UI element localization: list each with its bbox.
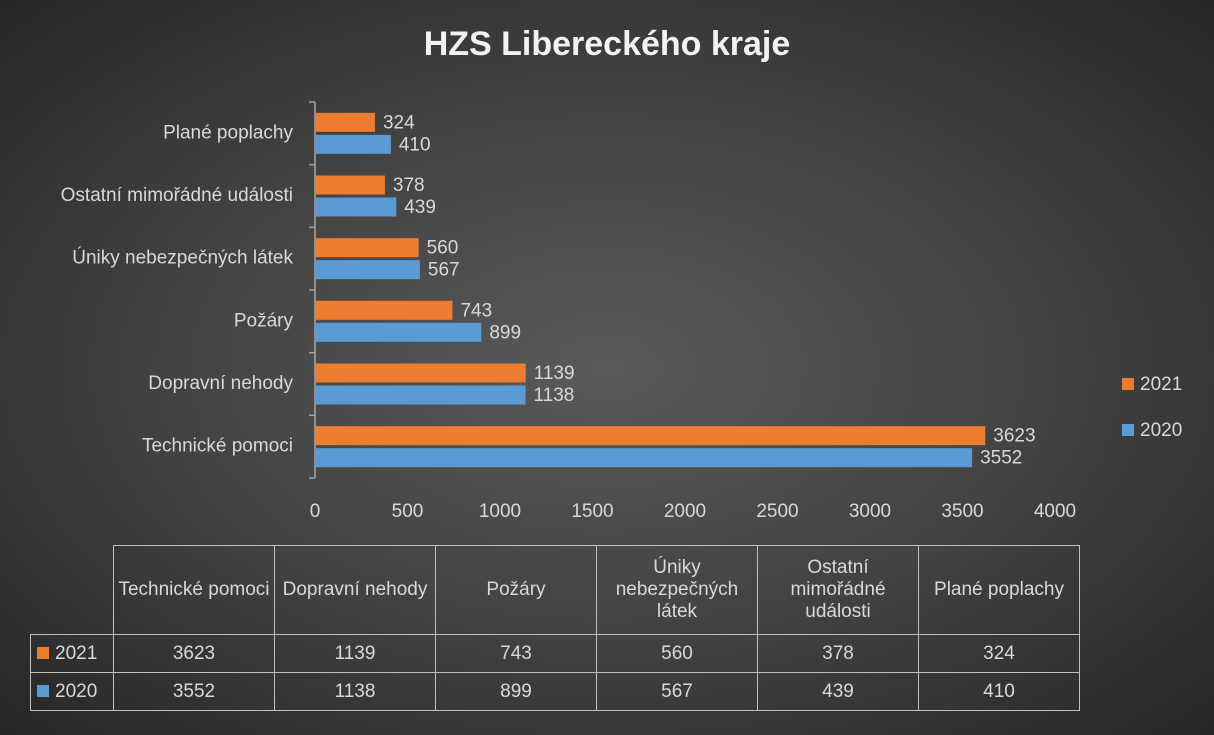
table-cell: 3552 (113, 672, 275, 711)
x-tick-label: 3000 (849, 501, 891, 522)
value-label: 743 (460, 300, 492, 321)
bar (315, 175, 385, 195)
bar (315, 385, 526, 405)
table-cell: 410 (918, 672, 1080, 711)
chart-title: HZS Libereckého kraje (424, 25, 791, 63)
x-tick-label: 4000 (1034, 501, 1076, 522)
bar (315, 448, 973, 468)
value-label: 410 (399, 134, 431, 155)
y-tick-label: Požáry (234, 310, 294, 331)
value-label: 439 (404, 197, 436, 218)
value-label: 3552 (980, 448, 1022, 469)
table-header: Technické pomoci (113, 545, 275, 635)
bar (315, 322, 482, 342)
legend-key (37, 646, 49, 659)
bar (315, 238, 419, 258)
x-tick-label: 2500 (756, 501, 798, 522)
bar (315, 426, 986, 446)
table-row-label: 2020 (30, 672, 114, 711)
value-label: 899 (489, 322, 521, 343)
table-header: Dopravní nehody (274, 545, 436, 635)
table-cell: 743 (435, 634, 597, 673)
legend-label: 2021 (1140, 374, 1182, 395)
value-label: 324 (383, 112, 415, 133)
legend-swatch (1122, 378, 1134, 390)
x-tick-label: 0 (310, 501, 321, 522)
y-tick-label: Plané poplachy (163, 122, 293, 143)
y-tick-label: Ostatní mimořádné události (61, 185, 293, 206)
y-tick-label: Technické pomoci (142, 436, 293, 457)
y-tick-label: Dopravní nehody (148, 373, 293, 394)
table-header: Plané poplachy (918, 545, 1080, 635)
x-tick-label: 2000 (664, 501, 706, 522)
legend-label: 2020 (1140, 420, 1182, 441)
value-label: 560 (427, 238, 459, 259)
series-name: 2021 (55, 642, 98, 664)
table-cell: 3623 (113, 634, 275, 673)
table-row: 2021 3623 1139 743 560 378 324 (30, 634, 1080, 673)
table-cell: 899 (435, 672, 597, 711)
value-label: 378 (393, 175, 425, 196)
table-cell: 439 (757, 672, 919, 711)
bar (315, 363, 526, 383)
y-tick-label: Úniky nebezpečných látek (72, 247, 293, 269)
data-table: Technické pomoci Dopravní nehody Požáry Úni… (30, 545, 1080, 711)
x-tick-label: 3500 (941, 501, 983, 522)
table-cell: 1139 (274, 634, 436, 673)
x-tick-label: 1000 (479, 501, 521, 522)
table-row: 2020 3552 1138 899 567 439 410 (30, 672, 1080, 711)
value-label: 3623 (993, 426, 1035, 447)
legend-key (37, 684, 49, 697)
value-label: 1139 (534, 363, 575, 384)
table-cell: 1138 (274, 672, 436, 711)
table-row-label: 2021 (30, 634, 114, 673)
series-name: 2020 (55, 680, 98, 702)
table-header: Ostatní mimořádné události (757, 545, 919, 635)
table-cell: 567 (596, 672, 758, 711)
table-cell: 378 (757, 634, 919, 673)
table-corner (30, 545, 114, 635)
bar (315, 197, 397, 217)
legend-swatch (1122, 424, 1134, 436)
bar (315, 134, 391, 154)
bar (315, 300, 453, 320)
table-cell: 324 (918, 634, 1080, 673)
bar (315, 260, 420, 280)
value-label: 1138 (534, 385, 575, 406)
x-tick-label: 1500 (571, 501, 613, 522)
table-cell: 560 (596, 634, 758, 673)
x-tick-label: 500 (392, 501, 424, 522)
table-header: Požáry (435, 545, 597, 635)
bar (315, 112, 375, 132)
table-header: Úniky nebezpečných látek (596, 545, 758, 635)
value-label: 567 (428, 260, 460, 281)
table-header-row: Technické pomoci Dopravní nehody Požáry Úni… (30, 545, 1080, 635)
